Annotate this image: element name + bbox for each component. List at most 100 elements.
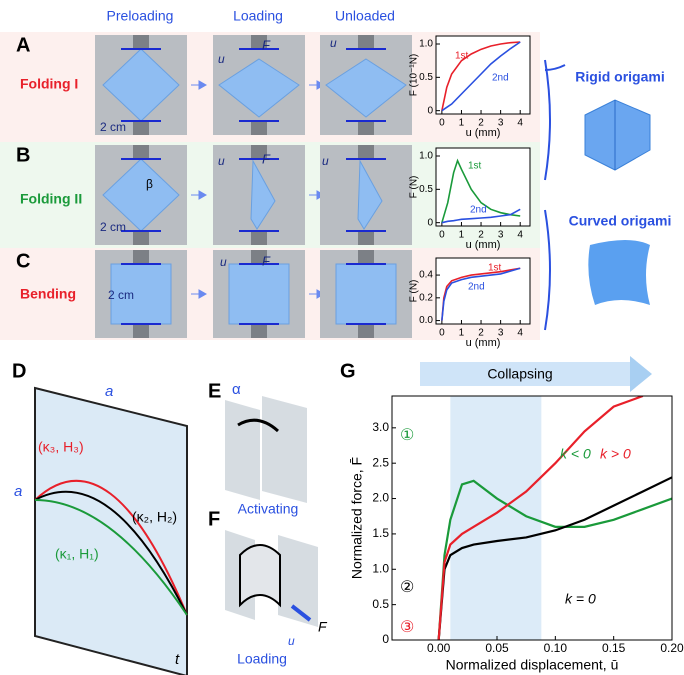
y-tick-label: 2.0 <box>372 491 389 505</box>
x-tick-label: 0 <box>439 328 445 339</box>
x-tick-label: 4 <box>517 230 523 241</box>
row-label: Folding I <box>20 76 78 92</box>
series-label: 2nd <box>468 282 485 293</box>
u-label: u <box>218 52 225 66</box>
series-label: 2nd <box>470 205 487 216</box>
y-tick-label: 0.5 <box>419 184 433 195</box>
panel-label: B <box>16 144 30 166</box>
x-axis-label: u (mm) <box>466 127 501 139</box>
y-tick-label: 3.0 <box>372 420 389 434</box>
y-tick-label: 1.0 <box>419 151 433 162</box>
y-tick-label: 0 <box>382 632 389 646</box>
clamp <box>133 35 149 49</box>
plot-area <box>436 36 530 114</box>
x-tick-label: 0.10 <box>544 641 568 655</box>
caption: Loading <box>237 651 287 667</box>
panel-label: D <box>12 360 26 382</box>
series-label: 1st <box>455 51 469 62</box>
figure: Preloading Loading Unloaded A B C D E F … <box>0 0 684 675</box>
photos <box>95 35 412 338</box>
y-tick-label: 0 <box>427 105 433 116</box>
annotation: k = 0 <box>565 591 596 607</box>
clamp <box>358 324 374 338</box>
scale-label: 2 cm <box>100 220 126 234</box>
annotation: k < 0 <box>560 446 591 462</box>
panel-label: A <box>16 34 30 56</box>
clamp <box>133 324 149 338</box>
panel-label: F <box>208 508 220 530</box>
panel-label: C <box>16 250 30 272</box>
y-tick-label: 0.0 <box>419 315 433 326</box>
y-axis-label: F (10⁻¹N) <box>409 54 420 97</box>
scale-label: 2 cm <box>100 120 126 134</box>
y-tick-label: 2.5 <box>372 455 389 469</box>
y-tick-label: 0.5 <box>372 597 389 611</box>
panel-label: G <box>340 360 356 382</box>
dim: a <box>14 483 22 500</box>
curve-label: (κ₂, H₂) <box>132 509 177 525</box>
x-tick-label: 1 <box>459 328 465 339</box>
x-tick-label: 0.05 <box>485 641 509 655</box>
clamp <box>133 250 149 264</box>
curved-origami <box>588 240 650 305</box>
clamp <box>133 145 149 159</box>
x-axis-label: u (mm) <box>466 337 501 349</box>
f-label: F <box>262 253 271 268</box>
u-label: u <box>330 36 337 50</box>
clamp <box>133 231 149 245</box>
panel-label: E <box>208 380 221 402</box>
rigid-origami <box>585 100 650 170</box>
angle-label: β <box>146 177 153 191</box>
x-tick-label: 1 <box>459 230 465 241</box>
specimen <box>336 264 396 324</box>
angle-label: α <box>232 381 241 398</box>
clamp <box>358 231 374 245</box>
clamp <box>251 121 267 135</box>
row-label: Bending <box>20 286 76 302</box>
y-tick-label: 0.5 <box>419 72 433 83</box>
u-label: u <box>322 154 329 168</box>
x-tick-label: 0 <box>439 118 445 129</box>
x-axis-label: u (mm) <box>466 239 501 251</box>
x-tick-label: 0.15 <box>602 641 626 655</box>
scale-label: 2 cm <box>108 288 134 302</box>
series-label: ③ <box>400 619 414 636</box>
y-tick-label: 1.0 <box>419 39 433 50</box>
clamp <box>358 35 374 49</box>
x-axis-label: Normalized displacement, ū <box>446 657 619 673</box>
u-label: u <box>220 255 227 269</box>
brace <box>545 60 565 180</box>
caption: Activating <box>238 501 299 517</box>
clamp <box>358 250 374 264</box>
annotation: k > 0 <box>600 446 631 462</box>
x-tick-label: 0.20 <box>660 641 684 655</box>
brace <box>545 210 550 330</box>
series-label: ① <box>400 427 414 444</box>
x-tick-label: 4 <box>517 118 523 129</box>
force-label: F <box>318 619 328 635</box>
arrowhead <box>630 356 652 392</box>
clamp <box>358 121 374 135</box>
curve-label: (κ₁, H₁) <box>55 546 99 562</box>
series-label: 2nd <box>492 73 509 84</box>
header: Unloaded <box>335 8 395 24</box>
series-label: 1st <box>488 263 502 274</box>
sheet <box>240 545 280 605</box>
clamp <box>251 324 267 338</box>
y-axis-label: F (N) <box>409 176 420 199</box>
plate <box>35 388 187 675</box>
origami-label: Rigid origami <box>575 69 664 85</box>
specimen <box>229 264 289 324</box>
x-tick-label: 4 <box>517 328 523 339</box>
series-label: 1st <box>468 161 482 172</box>
curve-label: (κ₃, H₃) <box>38 439 84 455</box>
y-tick-label: 1.0 <box>372 561 389 575</box>
y-axis-label: Normalized force, F̄ <box>349 457 365 579</box>
f-label: F <box>262 37 271 52</box>
y-tick-label: 0 <box>427 217 433 228</box>
x-tick-label: 0.00 <box>427 641 451 655</box>
row-label: Folding II <box>20 191 82 207</box>
shaded-range <box>450 396 541 640</box>
x-tick-label: 1 <box>459 118 465 129</box>
y-axis-label: F (N) <box>409 280 420 303</box>
